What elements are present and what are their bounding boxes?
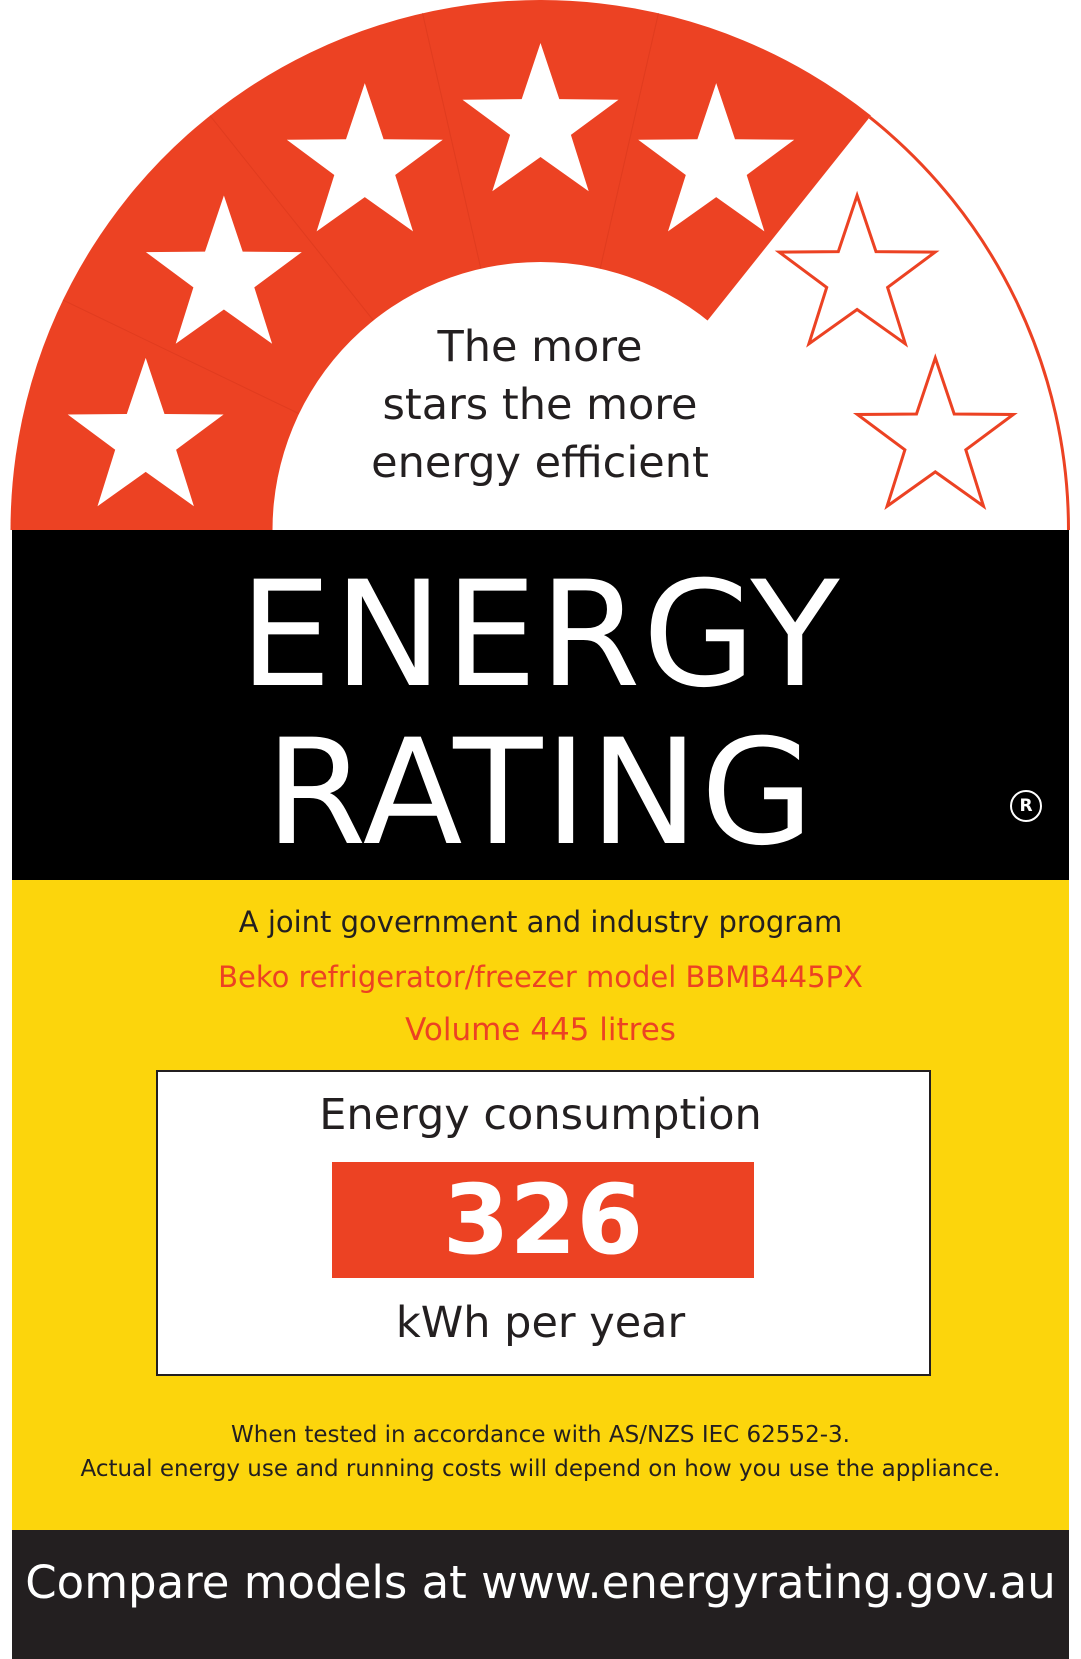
tagline: The more stars the more energy efficient xyxy=(330,318,750,492)
arc-dividers xyxy=(62,13,659,415)
arc-outline xyxy=(868,116,1070,531)
consumption-unit: kWh per year xyxy=(395,1298,686,1348)
arc-inner-white xyxy=(272,262,809,540)
star-filled-icon xyxy=(286,83,443,232)
arc-divider xyxy=(422,13,482,269)
arc-divider xyxy=(209,115,374,321)
footer-link[interactable]: Compare models at www.energyrating.gov.a… xyxy=(25,1556,1056,1609)
star-filled-icon xyxy=(67,357,224,507)
star-filled-icon xyxy=(145,195,302,344)
volume-text: Volume 445 litres xyxy=(405,1012,676,1048)
star-filled-icon xyxy=(462,43,619,192)
model-text: Beko refrigerator/freezer model BBMB445P… xyxy=(218,960,863,994)
title-band xyxy=(12,530,1069,880)
star-filled-icon xyxy=(638,83,795,232)
arc-divider xyxy=(599,13,659,269)
tagline-line-2: stars the more xyxy=(382,380,698,430)
footer-band xyxy=(12,1530,1069,1659)
consumption-value-box xyxy=(332,1162,754,1278)
arc-divider xyxy=(62,299,300,415)
title-line-2: RATING xyxy=(265,708,816,878)
registered-trademark-icon: R xyxy=(1010,790,1042,822)
star-empty-icon xyxy=(774,190,940,348)
stars xyxy=(67,43,1018,511)
arc-red-fill xyxy=(10,0,871,530)
test-note: When tested in accordance with AS/NZS IE… xyxy=(231,1422,850,1448)
consumption-label: Energy consumption xyxy=(319,1090,762,1140)
star-rating-arc xyxy=(10,0,1070,540)
program-text: A joint government and industry program xyxy=(238,905,843,939)
tagline-line-3: energy efficient xyxy=(371,438,709,488)
tagline-line-1: The more xyxy=(437,322,643,372)
title-line-1: ENERGY xyxy=(239,550,842,720)
usage-note: Actual energy use and running costs will… xyxy=(80,1456,1001,1482)
star-empty-icon xyxy=(852,353,1018,511)
consumption-value: 326 xyxy=(442,1164,644,1276)
